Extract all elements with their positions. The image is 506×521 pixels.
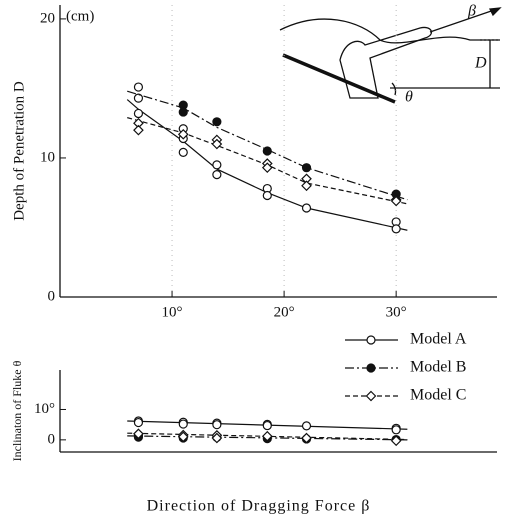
annotation: θ <box>405 89 413 106</box>
marker <box>301 180 312 192</box>
marker <box>211 138 223 150</box>
marker <box>261 430 273 442</box>
y-axis-label: Inclinaton of Fluke θ <box>10 360 24 461</box>
marker <box>178 419 188 429</box>
marker <box>212 170 222 180</box>
x-tick-label: 20° <box>274 304 295 320</box>
marker <box>390 195 402 207</box>
marker <box>301 163 312 173</box>
y-tick-label: 10° <box>34 401 55 417</box>
annotation: D <box>474 55 487 72</box>
legend-marker <box>366 363 376 373</box>
legend-label: Model C <box>410 387 466 404</box>
marker <box>211 432 223 444</box>
marker <box>262 190 272 201</box>
marker <box>262 146 272 156</box>
marker <box>212 160 222 170</box>
legend-label: Model B <box>410 359 466 376</box>
marker <box>178 147 188 157</box>
marker <box>301 432 312 444</box>
marker <box>133 93 144 103</box>
unit-label: (cm) <box>66 8 94 24</box>
fit-line <box>127 117 408 205</box>
y-tick-label: 20 <box>40 10 55 26</box>
marker <box>133 108 144 119</box>
marker <box>301 421 312 431</box>
marker <box>391 425 401 435</box>
fit-line <box>127 90 408 201</box>
marker <box>390 435 402 447</box>
marker <box>133 82 144 92</box>
y-tick-label: 0 <box>48 431 56 447</box>
marker <box>177 431 189 443</box>
y-tick-label: 10 <box>40 149 55 165</box>
x-tick-label: 10° <box>162 304 183 320</box>
marker <box>133 428 144 440</box>
marker <box>133 417 144 428</box>
marker <box>212 117 222 127</box>
legend-marker <box>365 390 377 402</box>
marker <box>178 107 188 117</box>
marker <box>261 162 273 174</box>
legend-marker <box>366 335 376 345</box>
inset-diagram <box>279 7 502 104</box>
y-tick-label: 0 <box>48 288 56 304</box>
legend-label: Model A <box>410 331 467 348</box>
y-axis-label: Depth of Penetration D <box>11 81 27 221</box>
marker <box>212 420 222 430</box>
marker <box>262 420 272 431</box>
x-axis-label: Direction of Dragging Force β <box>147 498 371 515</box>
x-tick-label: 30° <box>386 304 407 320</box>
marker <box>133 124 144 136</box>
annotation: β <box>467 3 476 20</box>
marker <box>391 224 401 234</box>
marker <box>301 203 312 213</box>
marker <box>177 128 189 140</box>
